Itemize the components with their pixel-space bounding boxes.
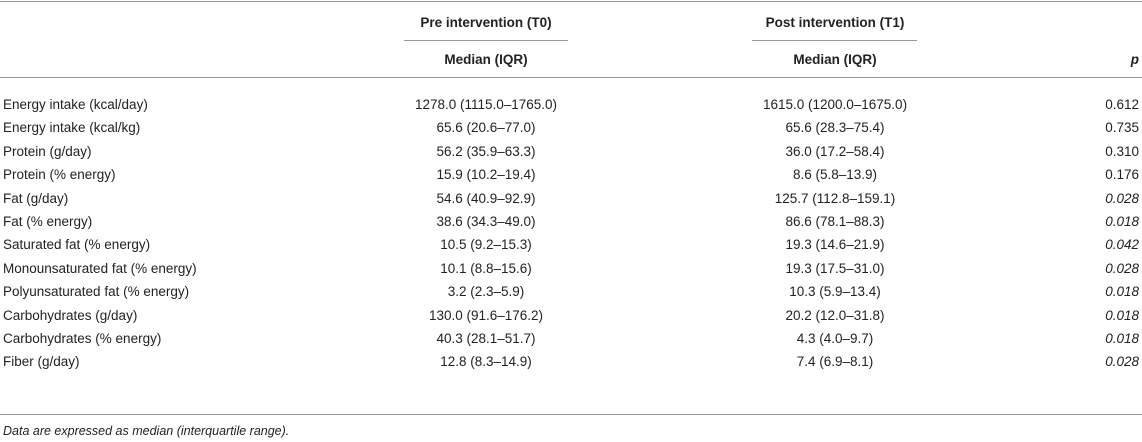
group-underline-pre [404, 40, 568, 41]
row-label: Saturated fat (% energy) [3, 237, 151, 253]
row-label: Polyunsaturated fat (% energy) [3, 284, 190, 300]
group-underline-post [752, 40, 917, 41]
table-row: Polyunsaturated fat (% energy) 3.2 (2.3–… [0, 280, 1142, 303]
cell-p-value: 0.028 [1105, 260, 1139, 276]
row-label: Energy intake (kcal/day) [3, 97, 148, 112]
table-row: Fat (g/day) 54.6 (40.9–92.9) 125.7 (112.… [0, 187, 1142, 210]
cell-post-value: 4.3 (4.0–9.7) [796, 330, 874, 346]
cell-p-value: 0.028 [1105, 354, 1139, 370]
table-header-rule [0, 77, 1142, 78]
cell-pre-value: 65.6 (20.6–77.0) [436, 120, 536, 136]
cell-p-value: 0.176 [1105, 167, 1139, 183]
table-body: Energy intake (kcal/day) 1278.0 (1115.0–… [0, 93, 1142, 374]
row-label: Protein (g/day) [3, 143, 92, 159]
table-row: Protein (% energy) 15.9 (10.2–19.4) 8.6 … [0, 163, 1142, 186]
row-label: Monounsaturated fat (% energy) [3, 260, 197, 276]
cell-pre-value: 3.2 (2.3–5.9) [447, 284, 525, 300]
row-label: Fat (g/day) [3, 190, 69, 206]
column-header-post-median: Median (IQR) [793, 52, 877, 67]
cell-post-value: 1615.0 (1200.0–1675.0) [762, 97, 908, 112]
cell-post-value: 86.6 (78.1–88.3) [785, 213, 885, 229]
cell-post-value: 20.2 (12.0–31.8) [785, 307, 885, 323]
table-top-rule [0, 1, 1142, 2]
table-row: Protein (g/day) 56.2 (35.9–63.3) 36.0 (1… [0, 140, 1142, 163]
cell-p-value: 0.028 [1105, 190, 1139, 206]
cell-pre-value: 10.5 (9.2–15.3) [440, 237, 532, 253]
column-header-p-value: p [1130, 52, 1139, 67]
table-row: Saturated fat (% energy) 10.5 (9.2–15.3)… [0, 233, 1142, 256]
cell-pre-value: 38.6 (34.3–49.0) [436, 213, 536, 229]
cell-p-value: 0.042 [1105, 237, 1139, 253]
cell-post-value: 10.3 (5.9–13.4) [789, 284, 881, 300]
row-label: Protein (% energy) [3, 167, 116, 183]
group-header-post: Post intervention (T1) [765, 15, 905, 30]
table-row: Fiber (g/day) 12.8 (8.3–14.9) 7.4 (6.9–8… [0, 350, 1142, 373]
cell-post-value: 7.4 (6.9–8.1) [796, 354, 874, 370]
table-row: Monounsaturated fat (% energy) 10.1 (8.8… [0, 257, 1142, 280]
cell-pre-value: 12.8 (8.3–14.9) [440, 354, 532, 370]
cell-post-value: 8.6 (5.8–13.9) [792, 167, 878, 183]
row-label: Fat (% energy) [3, 213, 93, 229]
cell-pre-value: 130.0 (91.6–176.2) [428, 307, 544, 323]
table-row: Fat (% energy) 38.6 (34.3–49.0) 86.6 (78… [0, 210, 1142, 233]
cell-pre-value: 54.6 (40.9–92.9) [436, 190, 536, 206]
cell-post-value: 19.3 (17.5–31.0) [785, 260, 885, 276]
cell-post-value: 36.0 (17.2–58.4) [785, 143, 885, 159]
row-label: Fiber (g/day) [3, 354, 80, 370]
table-row: Carbohydrates (% energy) 40.3 (28.1–51.7… [0, 327, 1142, 350]
table-row: Carbohydrates (g/day) 130.0 (91.6–176.2)… [0, 304, 1142, 327]
cell-post-value: 125.7 (112.8–159.1) [774, 190, 896, 206]
table-footnote: Data are expressed as median (interquart… [3, 424, 290, 438]
table-row: Energy intake (kcal/kg) 65.6 (20.6–77.0)… [0, 116, 1142, 139]
cell-p-value: 0.018 [1105, 213, 1139, 229]
row-label: Carbohydrates (% energy) [3, 330, 162, 346]
table-row: Energy intake (kcal/day) 1278.0 (1115.0–… [0, 93, 1142, 116]
cell-p-value: 0.018 [1105, 307, 1139, 323]
cell-p-value: 0.612 [1105, 97, 1139, 112]
cell-p-value: 0.310 [1105, 143, 1139, 159]
cell-pre-value: 1278.0 (1115.0–1765.0) [414, 97, 558, 112]
cell-post-value: 19.3 (14.6–21.9) [785, 237, 885, 253]
cell-pre-value: 10.1 (8.8–15.6) [440, 260, 532, 276]
row-label: Energy intake (kcal/kg) [3, 120, 141, 136]
row-label: Carbohydrates (g/day) [3, 307, 138, 323]
cell-p-value: 0.018 [1105, 284, 1139, 300]
column-header-pre-median: Median (IQR) [444, 52, 528, 67]
table-bottom-rule [0, 414, 1142, 415]
cell-p-value: 0.735 [1105, 120, 1139, 136]
cell-pre-value: 40.3 (28.1–51.7) [436, 330, 536, 346]
cell-pre-value: 56.2 (35.9–63.3) [436, 143, 536, 159]
cell-pre-value: 15.9 (10.2–19.4) [436, 167, 536, 183]
group-header-pre: Pre intervention (T0) [420, 15, 552, 30]
cell-post-value: 65.6 (28.3–75.4) [785, 120, 885, 136]
cell-p-value: 0.018 [1105, 330, 1139, 346]
